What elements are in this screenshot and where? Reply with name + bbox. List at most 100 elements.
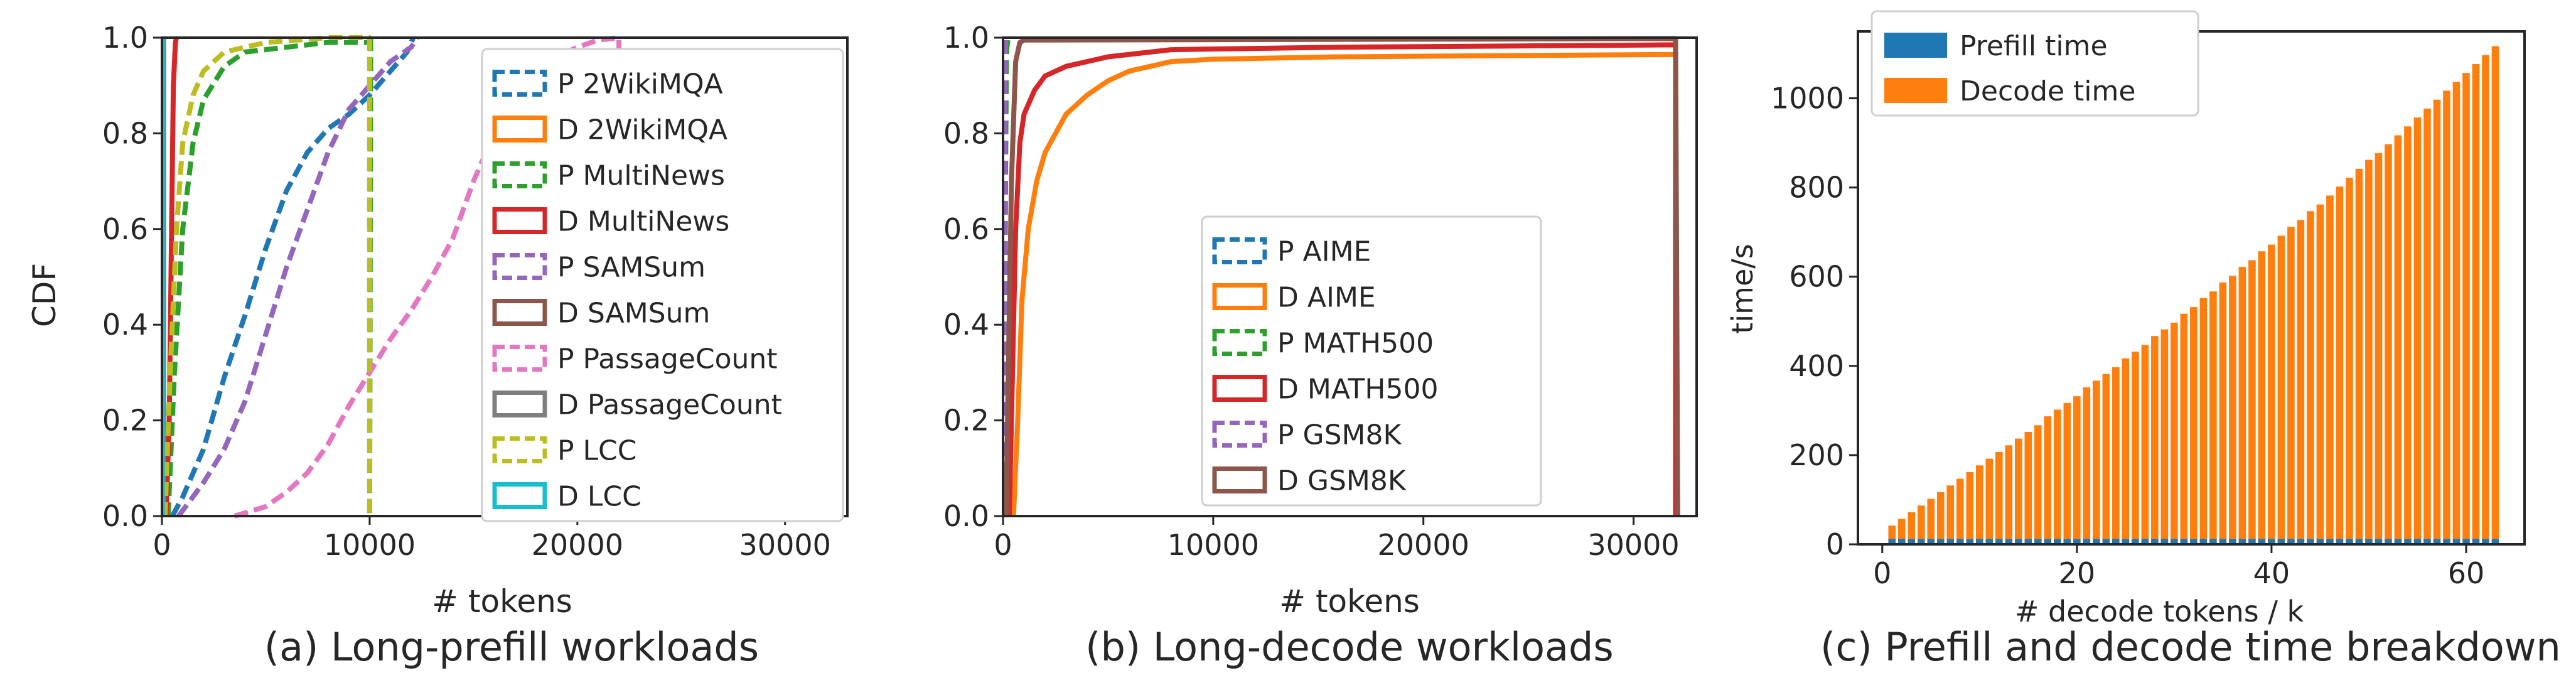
legend-swatch: [492, 299, 547, 326]
legend-label: P MATH500: [1277, 328, 1434, 360]
legend-label: Decode time: [1960, 75, 2135, 107]
bar-prefill: [2238, 539, 2246, 544]
bar-decode: [2423, 108, 2431, 539]
y-tick-label: 0.2: [943, 404, 989, 438]
bar-prefill: [1927, 539, 1935, 544]
legend-swatch: [492, 482, 547, 509]
bar-prefill: [2083, 539, 2091, 544]
bar-prefill: [2433, 539, 2441, 544]
legend-swatch: [492, 253, 547, 280]
bar-prefill: [2132, 539, 2139, 544]
bar-decode: [2365, 159, 2373, 539]
bar-prefill: [2063, 539, 2071, 544]
bar-decode: [1927, 498, 1935, 539]
bar-decode: [2199, 298, 2208, 539]
legend-swatch: [492, 116, 547, 143]
y-tick-label: 400: [1789, 349, 1844, 383]
panel-a-y-axis-label: CDF: [26, 263, 63, 327]
bar-prefill: [1917, 539, 1925, 544]
bar-decode: [2219, 282, 2227, 539]
bar-decode: [2190, 307, 2198, 539]
legend-swatch: [1884, 33, 1947, 58]
bar-prefill: [1888, 539, 1896, 544]
bar-prefill: [1956, 539, 1964, 544]
y-tick-label: 0.8: [102, 116, 148, 150]
x-tick-label: 40: [2253, 556, 2290, 590]
series-line-d-math500: [1007, 42, 1678, 517]
y-tick-label: 600: [1789, 260, 1844, 294]
series-line-p-gsm8k: [1003, 37, 1008, 517]
legend-swatch: [492, 391, 547, 418]
bar-prefill: [2472, 539, 2480, 544]
bar-decode: [1995, 451, 2003, 539]
x-tick-label: 20000: [532, 528, 623, 562]
bar-prefill: [2307, 539, 2314, 544]
bar-prefill: [2054, 539, 2061, 544]
panel-a-caption: (a) Long-prefill workloads: [264, 624, 759, 670]
legend-label: Prefill time: [1960, 30, 2108, 62]
bar-decode: [2336, 186, 2344, 539]
bar-prefill: [2073, 539, 2081, 544]
bar-prefill: [2385, 539, 2392, 544]
bar-decode: [2385, 144, 2392, 539]
x-tick-label: 60: [2448, 556, 2485, 590]
series-line-p-samsum: [176, 36, 420, 518]
bar-decode: [2452, 82, 2461, 539]
bar-decode: [2132, 352, 2139, 539]
bar-prefill: [2248, 539, 2256, 544]
panel-b-long-decode: 0 10000 20000 30000 0.0 0.2 0.4 0.6 0.8 1.0 P AIM…: [943, 21, 1698, 670]
bar-decode: [1946, 485, 1955, 539]
x-tick-label: 20: [2059, 556, 2096, 590]
bar-decode: [1936, 492, 1945, 539]
bar-prefill: [2443, 539, 2450, 544]
bar-prefill: [2005, 539, 2013, 544]
y-tick-label: 0.0: [943, 499, 989, 533]
legend-swatch: [492, 161, 547, 188]
bar-decode: [2063, 402, 2071, 539]
bar-prefill: [2413, 539, 2422, 544]
bar-decode: [2024, 431, 2032, 539]
bar-decode: [2277, 235, 2285, 539]
bar-prefill: [1897, 539, 1906, 544]
bar-decode: [2005, 445, 2013, 539]
x-tick-label: 10000: [1167, 528, 1259, 562]
legend-label: D PassageCount: [557, 389, 782, 421]
series-line-d-multinews: [163, 37, 180, 517]
legend-swatch: [1212, 237, 1267, 264]
bar-decode: [1975, 465, 1983, 539]
bar-prefill: [2258, 539, 2266, 544]
legend-label: P LCC: [557, 435, 636, 467]
bar-prefill: [2151, 539, 2159, 544]
bar-prefill: [1975, 539, 1983, 544]
panel-b-axes: 0 10000 20000 30000 0.0 0.2 0.4 0.6 0.8 1.0: [943, 21, 1698, 562]
panel-a-legend: P 2WikiMQA D 2WikiMQA P MultiNews D MultiNe…: [481, 48, 844, 522]
panel-c-y-axis-label: time/s: [1725, 244, 1759, 333]
bar-decode: [2034, 425, 2042, 539]
legend-swatch: [1212, 329, 1267, 356]
legend-swatch: [492, 207, 547, 234]
bar-prefill: [1995, 539, 2003, 544]
bar-decode: [2083, 387, 2091, 539]
bar-prefill: [2024, 539, 2032, 544]
bar-decode: [1908, 512, 1916, 539]
y-tick-label: 0.6: [102, 212, 148, 246]
bar-prefill: [2336, 539, 2344, 544]
bar-prefill: [2394, 539, 2402, 544]
panel-c-x-axis-label: # decode tokens / k: [2015, 595, 2304, 628]
bar-prefill: [2171, 539, 2178, 544]
bar-prefill: [2112, 539, 2120, 544]
x-tick-label: 30000: [739, 528, 831, 562]
x-tick-label: 10000: [324, 528, 416, 562]
a-legend-frame: [481, 48, 844, 522]
legend-label: P GSM8K: [1277, 419, 1402, 451]
bar-decode: [2297, 220, 2305, 539]
bar-prefill: [2277, 539, 2285, 544]
bar-decode: [2316, 204, 2324, 539]
legend-label: D MultiNews: [557, 206, 729, 238]
legend-swatch: [492, 70, 547, 97]
bar-prefill: [2014, 539, 2022, 544]
bar-decode: [2141, 345, 2149, 539]
bar-decode: [1897, 519, 1906, 539]
